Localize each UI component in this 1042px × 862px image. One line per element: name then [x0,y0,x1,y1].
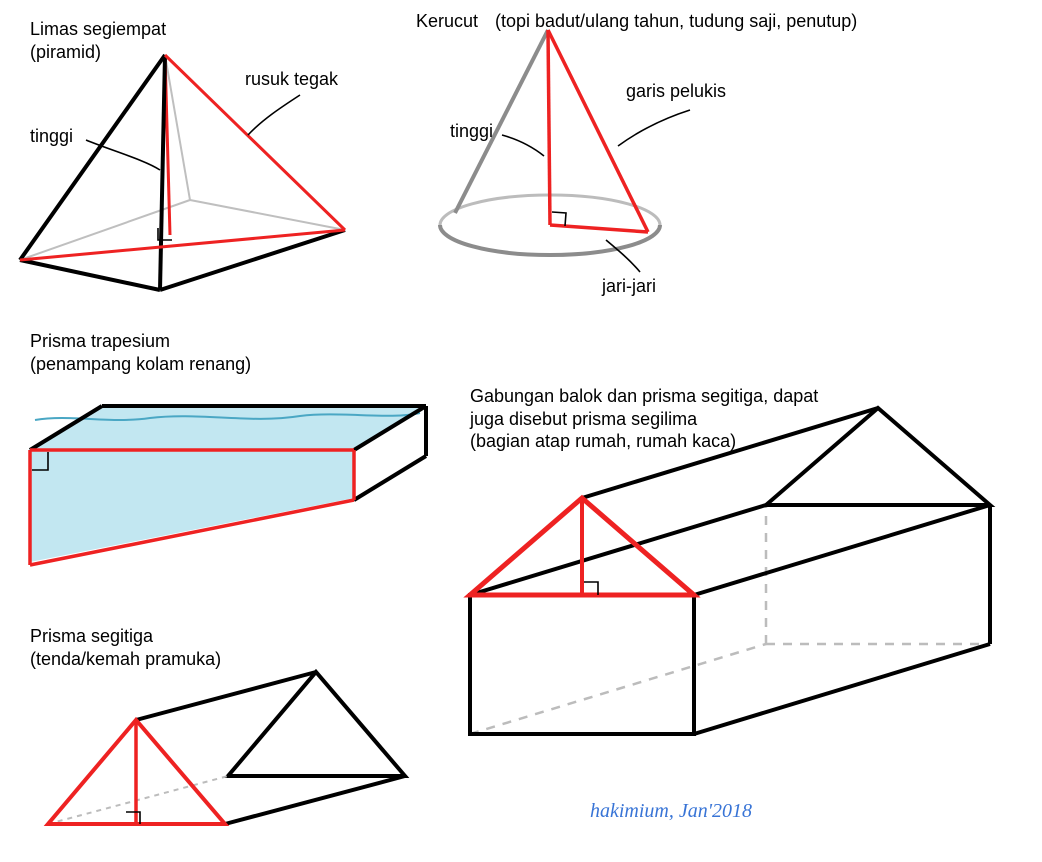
cone-shape [440,30,690,272]
credit-label: hakimium, Jan'2018 [590,800,752,823]
triangle-prism-shape [48,672,405,824]
trapesium-title: Prisma trapesium (penampang kolam renang… [30,330,251,375]
cone-examples-label: (topi badut/ulang tahun, tudung saji, pe… [495,10,857,33]
pyramid-title: Limas segiempat (piramid) [30,18,166,63]
house-title: Gabungan balok dan prisma segitiga, dapa… [470,385,818,453]
house-shape [470,408,990,734]
pyramid-rusuk-label: rusuk tegak [245,68,338,91]
cone-jari-label: jari-jari [602,275,656,298]
cone-title: Kerucut [416,10,478,33]
pyramid-tinggi-label: tinggi [30,125,73,148]
trapesium-prism-shape [30,406,426,565]
segitiga-title: Prisma segitiga (tenda/kemah pramuka) [30,625,221,670]
diagram-canvas: Limas segiempat (piramid) tinggi rusuk t… [0,0,1042,862]
cone-garis-label: garis pelukis [626,80,726,103]
cone-tinggi-label: tinggi [450,120,493,143]
